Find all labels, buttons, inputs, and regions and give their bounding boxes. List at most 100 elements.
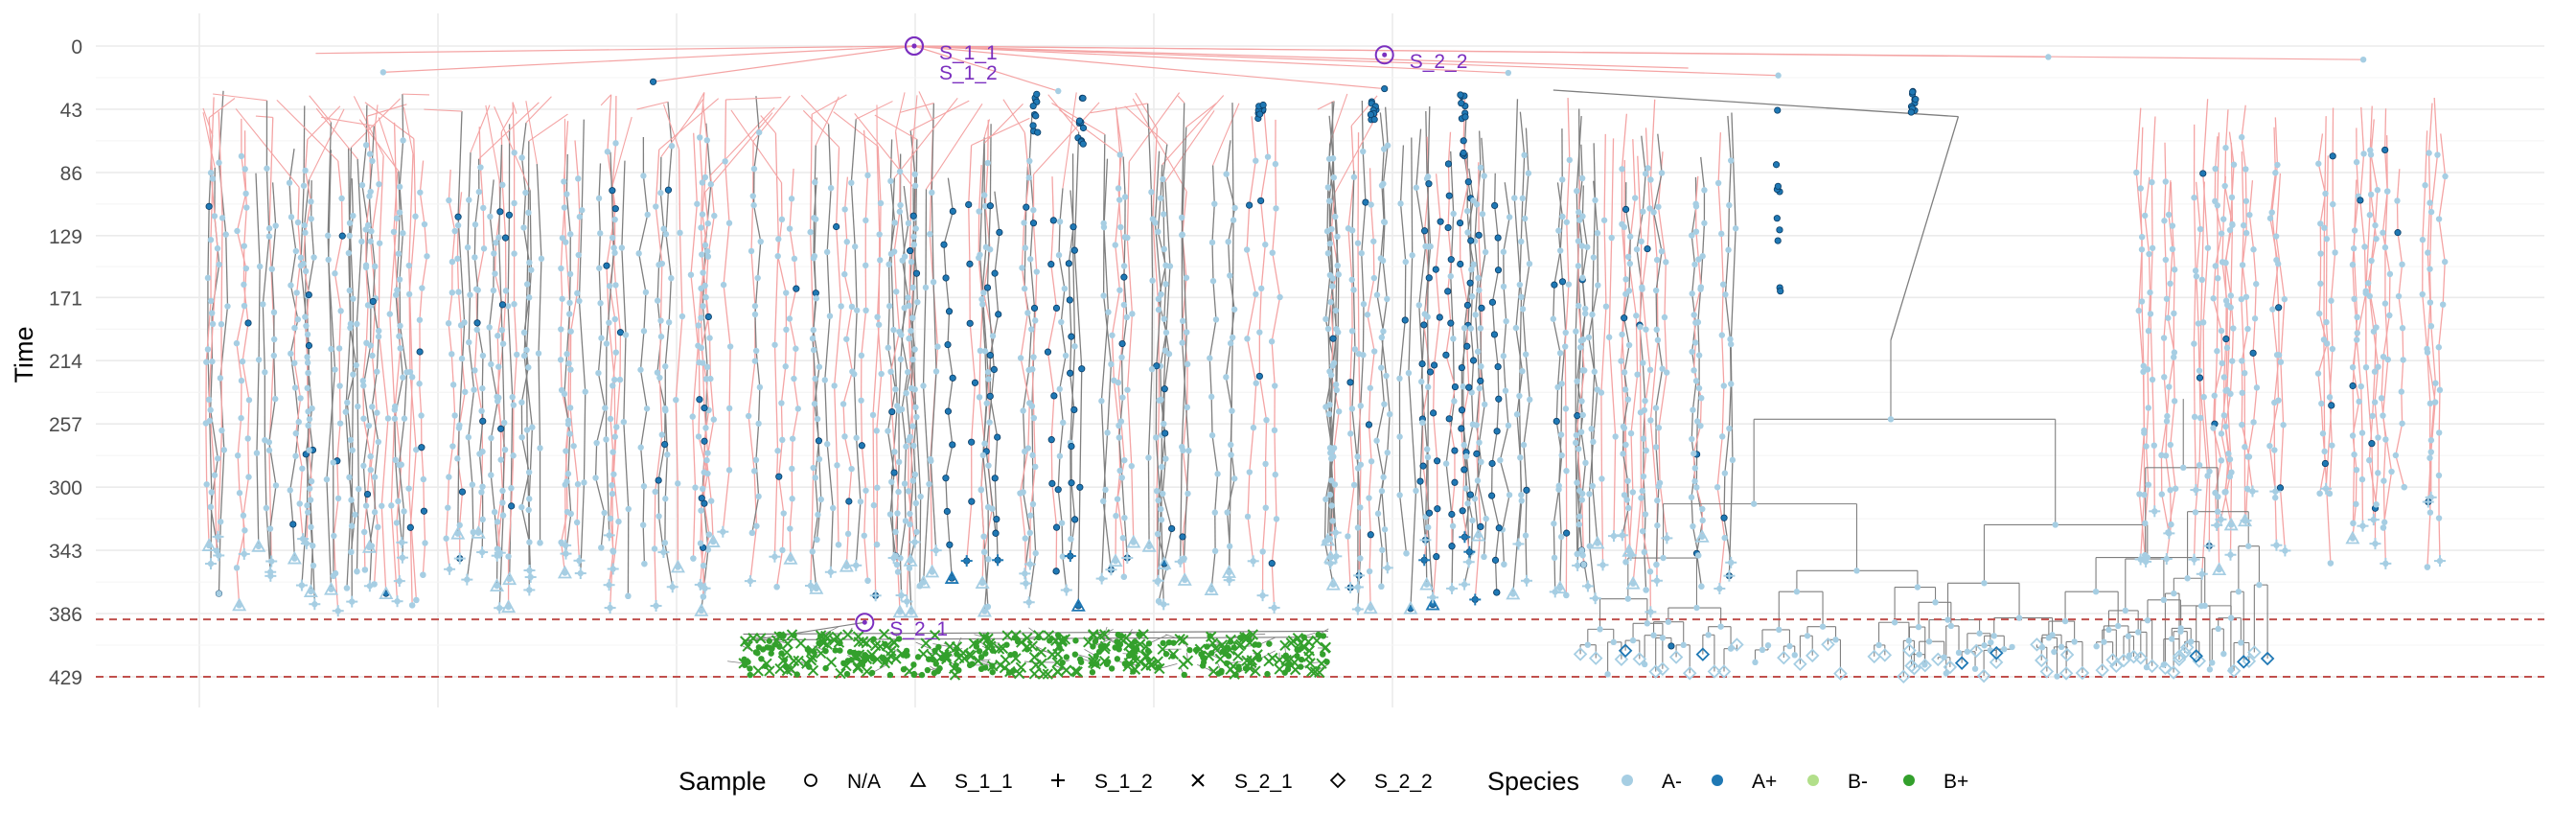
tree-node bbox=[1368, 458, 1374, 464]
tree-edge bbox=[1576, 443, 1577, 554]
tree-node bbox=[745, 575, 756, 587]
tree-node bbox=[890, 327, 896, 333]
tree-node bbox=[697, 397, 702, 403]
tree-edge bbox=[624, 335, 626, 422]
tree-node bbox=[774, 448, 780, 453]
tree-node bbox=[928, 458, 933, 464]
tree-node bbox=[1328, 372, 1334, 378]
tree-node bbox=[705, 220, 711, 226]
tree-edge bbox=[2353, 454, 2354, 523]
tree-node bbox=[1625, 396, 1631, 402]
tree-node bbox=[950, 375, 955, 381]
tree-node bbox=[1379, 547, 1385, 553]
tree-node bbox=[1563, 592, 1569, 598]
tree-node bbox=[700, 179, 705, 185]
tree-edge bbox=[864, 536, 868, 581]
tree-node bbox=[912, 183, 918, 189]
tree-node bbox=[2365, 280, 2371, 286]
tree-node bbox=[1608, 235, 1614, 241]
tree-node bbox=[2399, 262, 2404, 267]
tree-node bbox=[443, 536, 448, 542]
tree-edge bbox=[756, 424, 759, 460]
tree-edge bbox=[2318, 164, 2325, 194]
tree-edge bbox=[1351, 126, 1354, 177]
tree-node bbox=[2329, 403, 2334, 408]
tree-node bbox=[2382, 436, 2388, 442]
tree-edge bbox=[1412, 137, 1413, 255]
tree-node bbox=[2252, 315, 2258, 321]
tree-node bbox=[369, 353, 375, 359]
tree-node bbox=[246, 397, 252, 403]
tree-node bbox=[981, 441, 987, 447]
tree-node bbox=[781, 510, 787, 516]
tree-edge bbox=[615, 319, 616, 353]
tree-edge bbox=[2151, 182, 2152, 248]
tree-node bbox=[851, 371, 857, 377]
tree-node bbox=[862, 308, 868, 313]
tree-edge bbox=[1058, 456, 1060, 490]
tree-node bbox=[966, 201, 972, 207]
tree-node bbox=[1351, 174, 1357, 180]
tree-node bbox=[1620, 451, 1625, 456]
tree-node bbox=[876, 322, 882, 328]
tree-node bbox=[397, 323, 402, 329]
tree-edge bbox=[786, 330, 787, 366]
tree-node bbox=[1159, 464, 1164, 470]
tree-node bbox=[1477, 385, 1483, 391]
tree-node bbox=[573, 555, 585, 567]
tree-node bbox=[1366, 495, 1371, 500]
tree-node bbox=[1327, 299, 1333, 305]
tree-node bbox=[812, 401, 817, 406]
tree-node bbox=[1480, 211, 1485, 217]
tree-edge bbox=[334, 273, 340, 311]
tree-node bbox=[980, 452, 986, 458]
tree-node bbox=[1466, 384, 1472, 390]
tree-edge bbox=[907, 393, 910, 437]
tree-node bbox=[1641, 435, 1646, 441]
tree-node bbox=[892, 529, 898, 535]
tree-node bbox=[1045, 349, 1050, 355]
tree-node bbox=[480, 418, 486, 424]
tree-node bbox=[529, 425, 535, 430]
tree-node bbox=[2369, 538, 2380, 549]
tree-node bbox=[397, 209, 402, 215]
tree-edge bbox=[375, 442, 379, 477]
tree-node bbox=[1663, 259, 1668, 265]
tree-edge bbox=[1373, 242, 1374, 278]
tree-node bbox=[1553, 418, 1559, 424]
tree-node bbox=[643, 290, 649, 295]
tree-node bbox=[477, 164, 483, 170]
tree-edge bbox=[1363, 151, 1366, 202]
tree-node bbox=[1382, 85, 1388, 91]
tree-edge bbox=[849, 469, 852, 501]
tree-node bbox=[913, 414, 919, 420]
tree-node bbox=[1611, 639, 1617, 645]
tree-node bbox=[455, 222, 461, 228]
tree-node bbox=[794, 286, 799, 291]
tree-node bbox=[2393, 452, 2399, 458]
tree-node bbox=[299, 466, 305, 472]
tree-node bbox=[1071, 517, 1077, 522]
tree-edge bbox=[1614, 436, 1616, 536]
tree-edge bbox=[1051, 220, 1054, 265]
tree-node bbox=[1524, 487, 1530, 493]
tree-node bbox=[1260, 102, 1266, 107]
tree-node bbox=[2355, 330, 2360, 336]
tree-edge bbox=[1162, 459, 1165, 494]
tree-node bbox=[945, 408, 951, 414]
tree-node bbox=[502, 235, 508, 241]
tree-node bbox=[1506, 423, 1511, 429]
tree-node bbox=[2197, 226, 2203, 232]
tree-node bbox=[401, 508, 406, 514]
tree-edge bbox=[402, 94, 403, 140]
tree-edge bbox=[469, 342, 473, 390]
tree-node bbox=[1495, 363, 1501, 369]
tree-edge bbox=[2439, 519, 2440, 562]
tree-edge bbox=[289, 183, 291, 218]
tree-edge bbox=[1520, 112, 1524, 155]
tree-node bbox=[985, 462, 991, 468]
tree-edge bbox=[1247, 294, 1255, 338]
tree-node bbox=[1576, 446, 1581, 452]
tree-node bbox=[1121, 457, 1127, 463]
tree-node bbox=[1689, 495, 1694, 500]
